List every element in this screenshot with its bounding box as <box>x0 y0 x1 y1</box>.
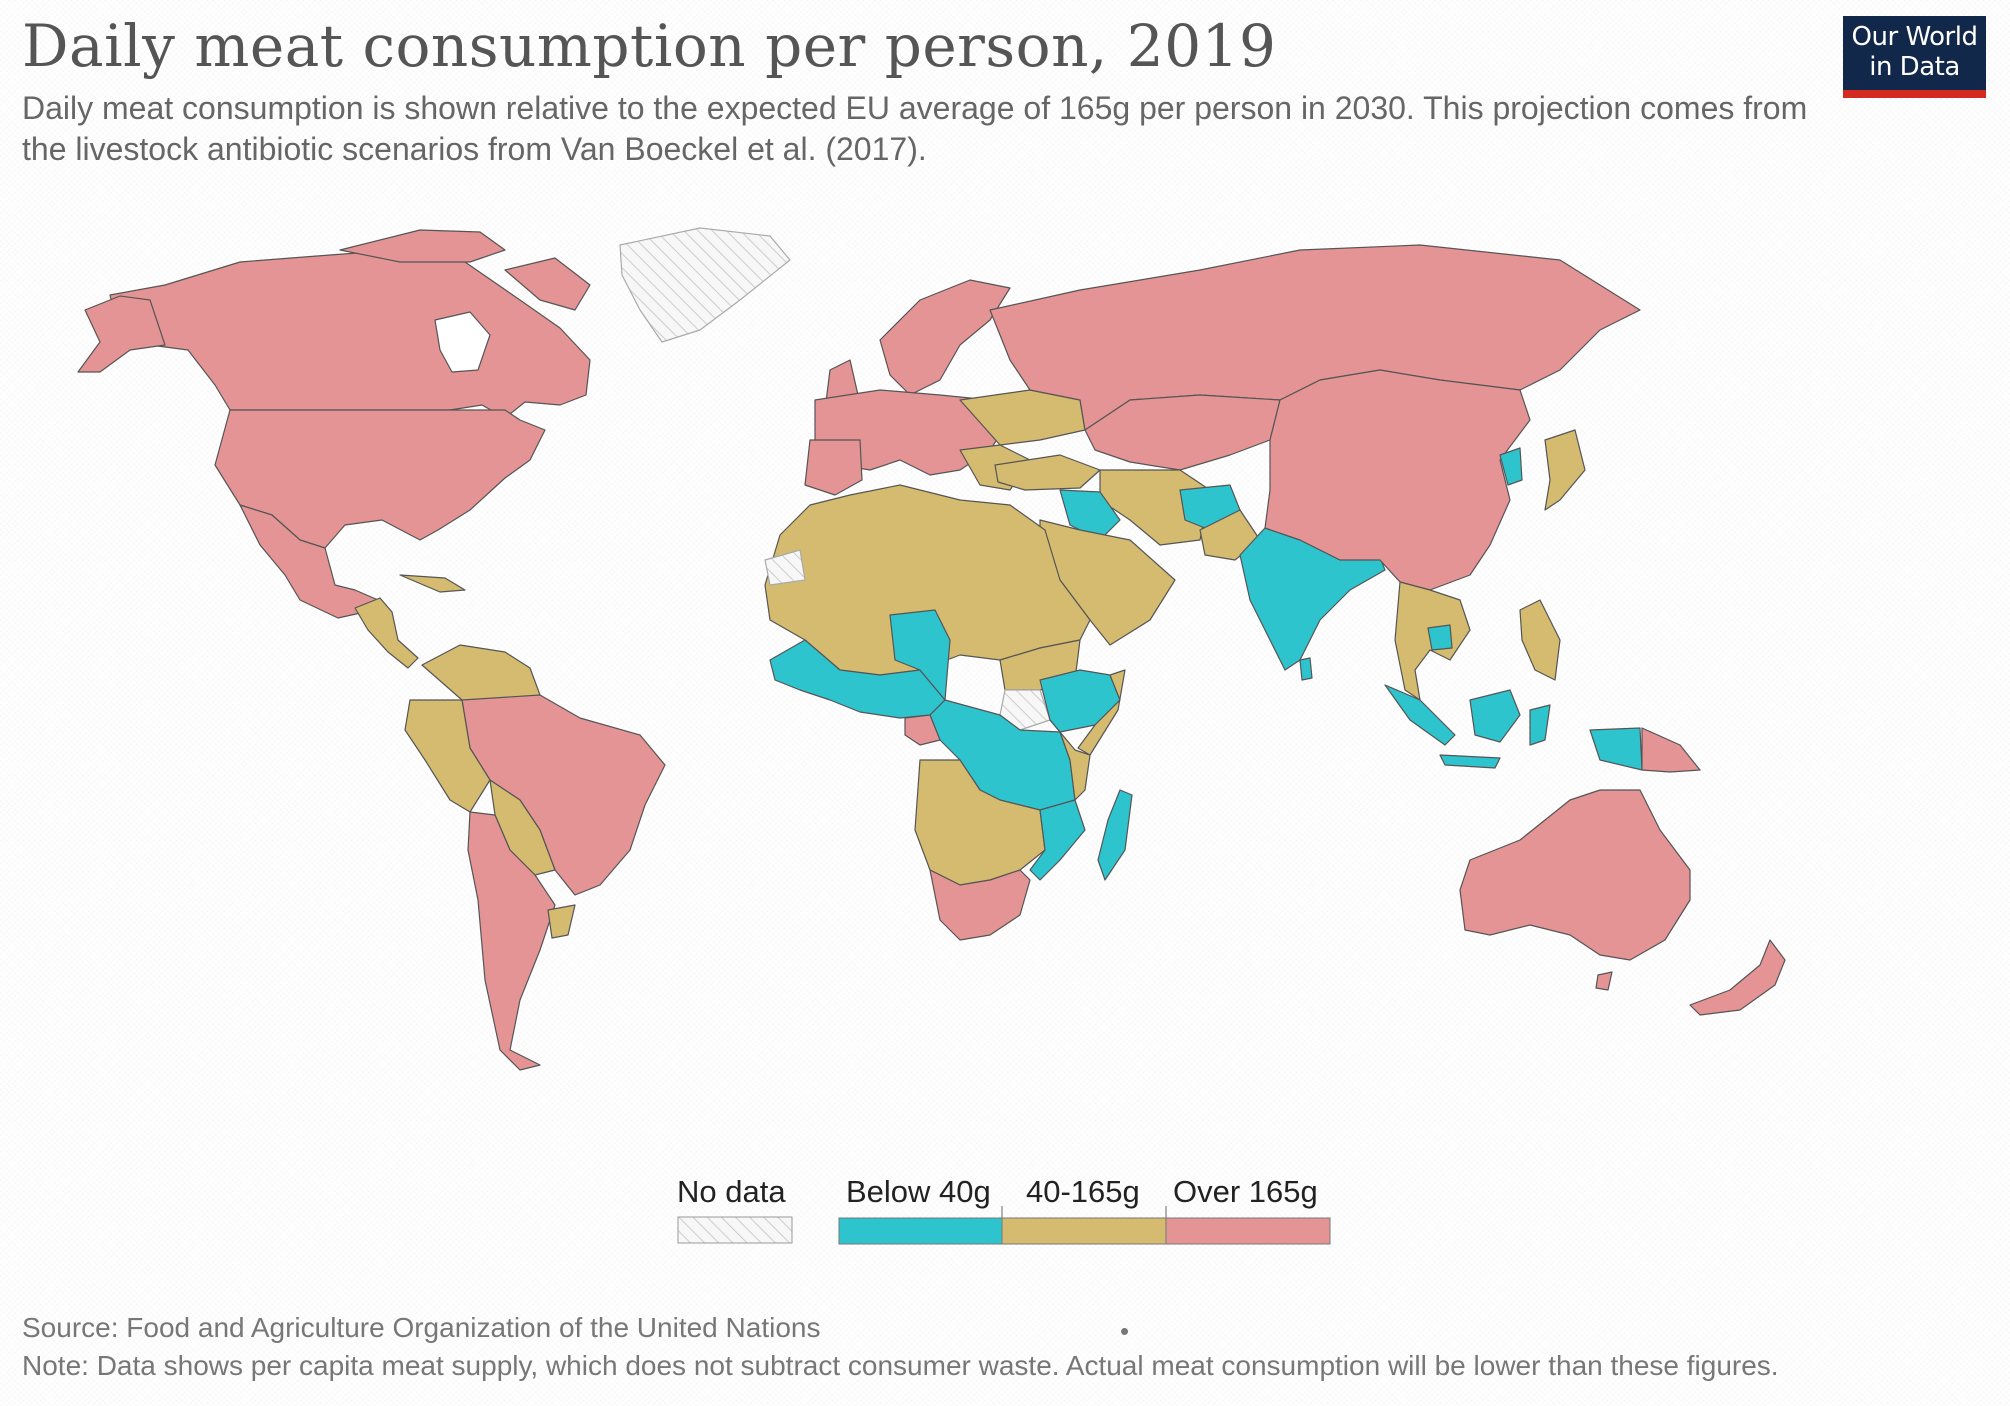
legend-bin-label-over-165g: Over 165g <box>1173 1174 1318 1209</box>
region-tasmania[interactable] <box>1595 971 1613 991</box>
region-mozambique[interactable] <box>1029 799 1086 881</box>
region-western-sahara <box>764 549 806 586</box>
legend-bin-scale <box>838 1206 1331 1245</box>
region-turkey[interactable] <box>994 454 1101 491</box>
region-east-africa[interactable] <box>1049 719 1091 801</box>
legend-swatch-over-165g[interactable] <box>1165 1217 1331 1245</box>
region-china[interactable] <box>1264 369 1531 591</box>
region-sulawesi[interactable] <box>1529 704 1551 746</box>
region-central-asia[interactable] <box>1084 394 1281 471</box>
source-note: Source: Food and Agriculture Organizatio… <box>22 1312 821 1343</box>
separator-dot: • <box>1120 1316 1130 1346</box>
chart-title: Daily meat consumption per person, 2019 <box>22 12 1277 80</box>
world-map <box>77 227 1786 1071</box>
region-sumatra[interactable] <box>1384 684 1456 746</box>
logo-line-2: in Data <box>1869 52 1960 82</box>
region-argentina-chile[interactable] <box>467 811 556 1071</box>
region-alaska[interactable] <box>77 295 166 373</box>
region-srilanka[interactable] <box>1299 657 1313 681</box>
region-cambodia[interactable] <box>1427 624 1453 651</box>
region-south-africa[interactable] <box>929 869 1031 941</box>
region-new-zealand[interactable] <box>1689 939 1786 1016</box>
legend-no-data-swatch[interactable] <box>677 1216 793 1244</box>
region-caribbean[interactable] <box>399 574 466 593</box>
region-philippines[interactable] <box>1519 599 1561 681</box>
region-southern-africa-mid[interactable] <box>914 759 1046 886</box>
logo-line-1: Our World <box>1851 22 1978 52</box>
region-korea[interactable] <box>1499 447 1523 486</box>
region-uruguay[interactable] <box>547 904 576 939</box>
region-south-sudan <box>999 689 1051 731</box>
region-iraq-syria[interactable] <box>1059 489 1121 541</box>
region-papua-west[interactable] <box>1589 727 1643 771</box>
region-greenland[interactable] <box>619 227 791 343</box>
region-java[interactable] <box>1439 754 1501 769</box>
data-note: Note: Data shows per capita meat supply,… <box>22 1350 1779 1381</box>
chart-subtitle: Daily meat consumption is shown relative… <box>22 90 1808 167</box>
legend-no-data-label: No data <box>677 1174 786 1209</box>
legend-swatch-below-40g[interactable] <box>838 1217 1003 1245</box>
legend-swatch-40-165g[interactable] <box>1001 1217 1167 1245</box>
region-papua-new-guinea[interactable] <box>1641 727 1701 773</box>
region-madagascar[interactable] <box>1097 789 1133 881</box>
legend-bin-label-below-40g: Below 40g <box>846 1174 991 1209</box>
region-australia[interactable] <box>1459 789 1691 961</box>
region-somalia[interactable] <box>1077 669 1126 756</box>
region-central-america[interactable] <box>354 597 419 669</box>
region-canada-islands[interactable] <box>339 229 506 263</box>
region-canada-baffin[interactable] <box>504 257 591 311</box>
region-borneo[interactable] <box>1469 689 1521 743</box>
region-iberia[interactable] <box>804 439 863 496</box>
owid-logo[interactable]: Our World in Data <box>1843 16 1986 98</box>
legend-bin-label-40-165g: 40-165g <box>1026 1174 1140 1209</box>
region-japan[interactable] <box>1544 429 1586 511</box>
region-scandinavia[interactable] <box>879 279 1011 396</box>
region-gabon[interactable] <box>904 714 941 746</box>
region-hudson-bay <box>434 311 491 373</box>
